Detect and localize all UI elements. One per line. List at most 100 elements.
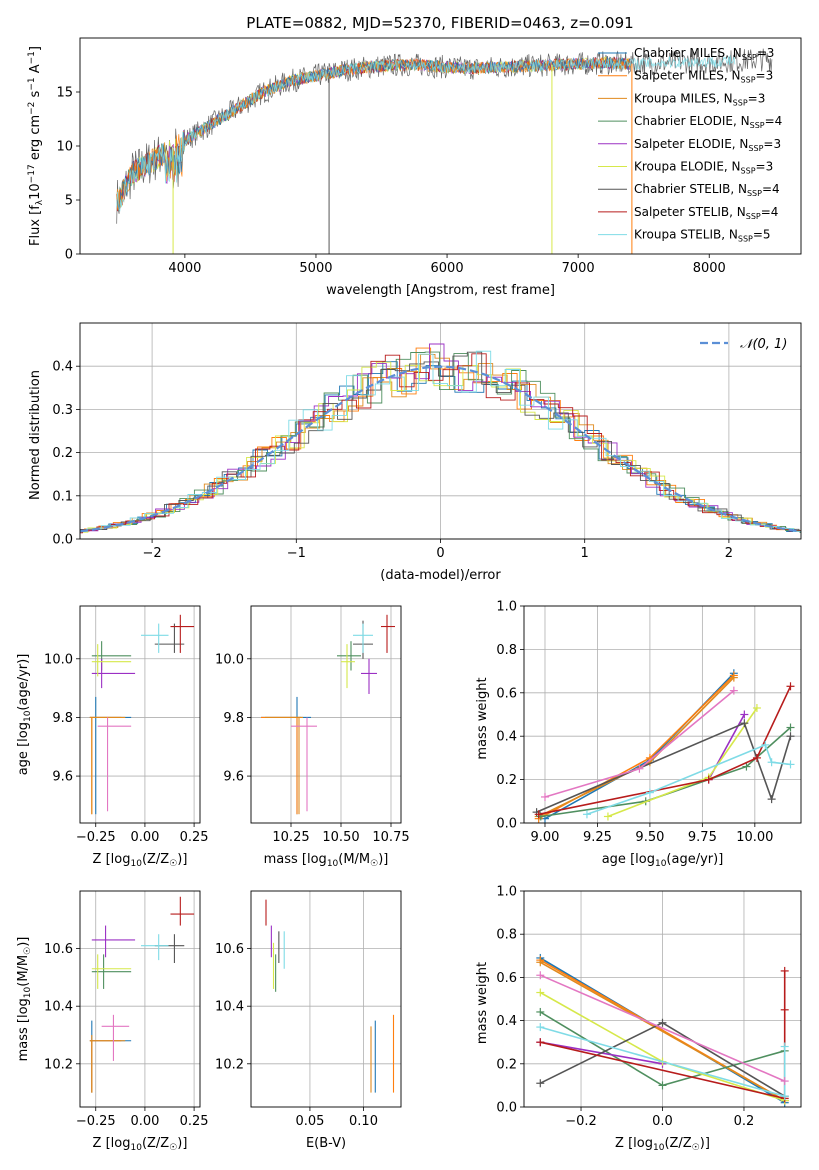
y-tick-label: 0.8: [496, 643, 517, 658]
label-part: )]: [378, 852, 388, 867]
label-part: (Z/Z: [664, 1136, 691, 1151]
legend-sub: SSP: [733, 98, 748, 107]
legend-entry: Kroupa MILES, NSSP=3: [634, 91, 765, 107]
x-tick-label: 1: [581, 546, 589, 561]
mass_vs_Z-ylabel: mass [log10(M/M☉)]: [16, 937, 33, 1062]
histogram-step: [80, 351, 801, 533]
y-tick-label: 0.6: [496, 971, 517, 986]
label-part: ☉: [692, 1143, 700, 1153]
legend-sub: SSP: [742, 53, 757, 62]
label-part: (M/M: [16, 955, 31, 987]
axes-mass_vs_ebv: 0.05 0.10 10.2 10.4 10.6 E(B-V): [215, 890, 402, 1151]
axes-frame: [523, 890, 802, 1108]
y-tick-label: 10.0: [215, 652, 244, 667]
legend-entry: Salpeter ELODIE, NSSP=3: [634, 137, 781, 153]
y-tick-label: 9.8: [223, 711, 244, 726]
y-tick-label: 0.0: [496, 1101, 517, 1116]
x-tick-label: 4000: [168, 261, 201, 276]
label-part: 10: [327, 859, 339, 869]
axes-weight_vs_age: 9.00 9.25 9.50 9.75 10.00 0.0 0.2 0.4 0.6 0.8 1.0 a…: [475, 600, 802, 869]
label-part: )]: [700, 1136, 710, 1151]
x-tick-label: 0.25: [180, 830, 209, 845]
mass_vs_Z-xlabel: Z [log10(Z/Z☉)]: [93, 1136, 188, 1153]
x-tick-label: 0.25: [180, 1114, 209, 1129]
legend-count: =5: [753, 228, 771, 242]
normal-curve: [79, 365, 802, 533]
x-tick-label: 5000: [299, 261, 332, 276]
y-tick-label: 0.8: [496, 928, 517, 943]
label-part: (Z/Z: [142, 852, 169, 867]
x-tick-label: 0.05: [295, 1114, 324, 1129]
y-tick-label: 0: [65, 248, 73, 263]
x-tick-label: −0.2: [565, 1114, 597, 1129]
x-tick-label: 8000: [693, 261, 726, 276]
histogram-step: [80, 353, 801, 534]
mass_vs_ebv-xlabel: E(B-V): [306, 1136, 346, 1151]
label-part: (M/M: [338, 852, 370, 867]
legend-sub: SSP: [741, 76, 756, 85]
legend-count: =3: [748, 91, 766, 105]
label-part: )]: [16, 937, 31, 947]
label-part: (age/yr)]: [666, 852, 723, 867]
y-tick-label: 9.8: [52, 711, 73, 726]
y-tick-label: 9.6: [223, 770, 244, 785]
y-tick-label: 10.2: [44, 1057, 73, 1072]
label-part: )]: [177, 852, 187, 867]
x-tick-label: 10.75: [372, 830, 409, 845]
age_vs_mass-xlabel: mass [log10(M/M☉)]: [264, 852, 389, 869]
y-tick-label: 9.6: [52, 770, 73, 785]
label-part: A: [28, 64, 43, 77]
y-tick-label: 0.1: [52, 489, 73, 504]
label-part: λ: [35, 199, 45, 205]
label-part: mass [log: [264, 852, 327, 867]
legend-entry: Kroupa STELIB, NSSP=5: [634, 228, 771, 244]
axes-frame: [523, 605, 802, 824]
label-part: 10: [23, 710, 33, 722]
x-tick-label: 9.00: [531, 830, 560, 845]
residuals-ylabel: Normed distribution: [28, 370, 43, 500]
y-tick-label: 10.0: [44, 652, 73, 667]
legend-sub: SSP: [750, 121, 765, 130]
x-tick-label: 0: [436, 546, 444, 561]
axes-frame: [79, 605, 201, 824]
legend-entry: Chabrier STELIB, NSSP=4: [634, 182, 780, 198]
legend-entry: Chabrier MILES, NSSP=3: [634, 46, 774, 62]
x-tick-label: −2: [143, 546, 162, 561]
label-part: 10: [130, 859, 142, 869]
weight-line: [540, 726, 792, 818]
label-part: 10: [655, 859, 667, 869]
legend-count: =3: [757, 46, 775, 60]
legend-sub: SSP: [746, 212, 761, 221]
label-part: 10: [23, 986, 33, 998]
spectrum-line: [116, 55, 736, 212]
label-part: ☉: [169, 1143, 177, 1153]
y-tick-label: 1.0: [496, 885, 517, 900]
label-part: ]: [28, 46, 43, 51]
label-part: ☉: [370, 859, 378, 869]
label-part: 10: [28, 183, 43, 200]
legend-entry: Salpeter STELIB, NSSP=4: [634, 205, 778, 221]
legend-name: Kroupa STELIB, N: [634, 228, 738, 242]
x-tick-label: −1: [287, 546, 306, 561]
y-tick-label: 0.2: [496, 1057, 517, 1072]
legend-sub: SSP: [748, 144, 763, 153]
x-tick-label: 7000: [562, 261, 595, 276]
x-tick-label: 2: [725, 546, 733, 561]
axes-age_vs_Z: −0.25 0.00 0.259.69.810.0Z [log10(Z/Z☉)]ag…: [16, 605, 209, 869]
legend-count: =4: [761, 205, 779, 219]
label-part: 10: [130, 1143, 142, 1153]
y-tick-label: 10.4: [215, 1000, 244, 1015]
x-tick-label: −0.25: [76, 830, 116, 845]
x-tick-label: 0.00: [130, 830, 159, 845]
x-tick-label: 0.0: [652, 1114, 673, 1129]
y-tick-label: 0.2: [52, 446, 73, 461]
y-tick-label: 0.4: [496, 730, 517, 745]
legend-sub: SSP: [741, 167, 756, 176]
x-tick-label: 10.25: [272, 830, 309, 845]
label-part: Flux [f: [28, 205, 43, 246]
weight-line: [539, 974, 786, 1082]
axes-residuals: −2 −1 0 1 2 0.0 0.1 0.2 0.3 0.4 𝒩(0, 1) (data-model…: [28, 322, 802, 583]
y-tick-label: 10: [56, 140, 73, 155]
